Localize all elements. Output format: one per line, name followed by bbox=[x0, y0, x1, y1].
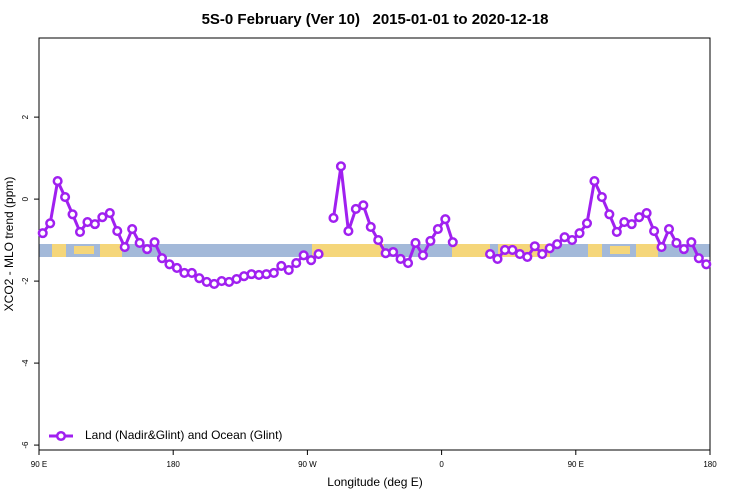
data-point bbox=[589, 176, 600, 187]
x-tick-label: 180 bbox=[167, 460, 181, 469]
data-point bbox=[701, 259, 712, 270]
data-point bbox=[97, 212, 108, 223]
data-point bbox=[112, 226, 123, 237]
data-point bbox=[149, 237, 160, 248]
land-patch bbox=[610, 246, 630, 254]
land-patch bbox=[312, 244, 384, 257]
data-point bbox=[119, 242, 130, 253]
data-point bbox=[641, 207, 652, 219]
land-patch bbox=[636, 244, 658, 257]
data-point bbox=[358, 200, 369, 211]
y-tick-label: -6 bbox=[21, 441, 30, 449]
data-point bbox=[298, 250, 309, 261]
x-tick-label: 90 E bbox=[568, 460, 584, 469]
legend-marker bbox=[55, 430, 67, 442]
data-point bbox=[485, 248, 496, 260]
data-point bbox=[604, 209, 615, 220]
data-point bbox=[552, 239, 563, 250]
land-patch bbox=[588, 244, 602, 257]
plot-frame bbox=[38, 37, 711, 451]
data-point bbox=[395, 253, 406, 265]
data-point bbox=[89, 219, 100, 230]
y-tick-label: 2 bbox=[21, 114, 30, 119]
data-point bbox=[60, 192, 71, 203]
data-point bbox=[581, 218, 593, 229]
y-axis-label: XCO2 - MLO trend (ppm) bbox=[2, 177, 16, 312]
land-patch bbox=[452, 244, 490, 257]
data-point bbox=[410, 237, 421, 249]
data-point bbox=[596, 192, 607, 203]
data-point bbox=[343, 226, 354, 237]
data-point bbox=[626, 219, 637, 230]
x-tick-label: 90 W bbox=[298, 460, 317, 469]
data-point bbox=[537, 248, 548, 260]
data-point bbox=[134, 237, 145, 249]
surface-band bbox=[39, 244, 710, 257]
data-point bbox=[686, 237, 697, 248]
data-point bbox=[74, 226, 86, 237]
data-point bbox=[350, 203, 361, 214]
data-point bbox=[306, 255, 317, 266]
data-point bbox=[567, 235, 578, 246]
y-tick-label: -2 bbox=[21, 277, 30, 285]
data-point bbox=[365, 221, 376, 233]
data-point bbox=[522, 251, 533, 262]
land-patch bbox=[100, 244, 122, 257]
data-point bbox=[283, 264, 294, 276]
data-point bbox=[276, 260, 287, 271]
x-tick-label: 180 bbox=[703, 460, 717, 469]
data-point bbox=[335, 161, 347, 172]
data-point bbox=[37, 228, 48, 239]
data-point bbox=[544, 243, 555, 254]
data-point bbox=[693, 253, 704, 264]
data-point bbox=[328, 212, 339, 224]
data-point bbox=[663, 223, 675, 235]
data-point bbox=[104, 207, 115, 219]
data-point bbox=[425, 235, 436, 246]
data-point bbox=[313, 248, 324, 260]
data-point bbox=[194, 273, 205, 284]
data-point bbox=[388, 246, 399, 258]
y-tick-label: -4 bbox=[21, 359, 30, 367]
data-point bbox=[656, 242, 667, 253]
x-tick-label: 90 E bbox=[31, 460, 47, 469]
x-tick-label: 0 bbox=[439, 460, 444, 469]
data-point bbox=[611, 226, 622, 237]
data-point bbox=[529, 241, 540, 252]
data-point bbox=[52, 176, 63, 187]
data-point bbox=[142, 244, 153, 255]
x-axis-label: Longitude (deg E) bbox=[327, 475, 422, 489]
data-point bbox=[678, 244, 689, 255]
data-point bbox=[634, 212, 645, 223]
data-point bbox=[671, 237, 682, 249]
land-patch bbox=[74, 246, 94, 254]
data-point bbox=[403, 258, 414, 269]
data-point bbox=[67, 209, 78, 220]
data-point bbox=[156, 253, 168, 264]
y-tick-label: 0 bbox=[21, 196, 30, 201]
data-point bbox=[373, 235, 384, 246]
data-point bbox=[171, 262, 182, 274]
data-point bbox=[186, 267, 197, 278]
data-point bbox=[440, 214, 451, 225]
legend-label: Land (Nadir&Glint) and Ocean (Glint) bbox=[85, 428, 282, 442]
data-point bbox=[574, 228, 585, 239]
data-point bbox=[127, 223, 138, 235]
data-point bbox=[164, 259, 175, 270]
data-point bbox=[268, 267, 279, 278]
data-point bbox=[432, 223, 443, 235]
data-point bbox=[447, 237, 458, 248]
data-point bbox=[492, 253, 503, 265]
data-point bbox=[291, 258, 302, 269]
data-point bbox=[649, 226, 660, 237]
land-patch bbox=[52, 244, 66, 257]
data-point bbox=[45, 218, 56, 229]
data-point bbox=[417, 250, 429, 261]
chart-title: 5S-0 February (Ver 10) 2015-01-01 to 202… bbox=[202, 11, 549, 28]
data-point bbox=[507, 244, 518, 255]
